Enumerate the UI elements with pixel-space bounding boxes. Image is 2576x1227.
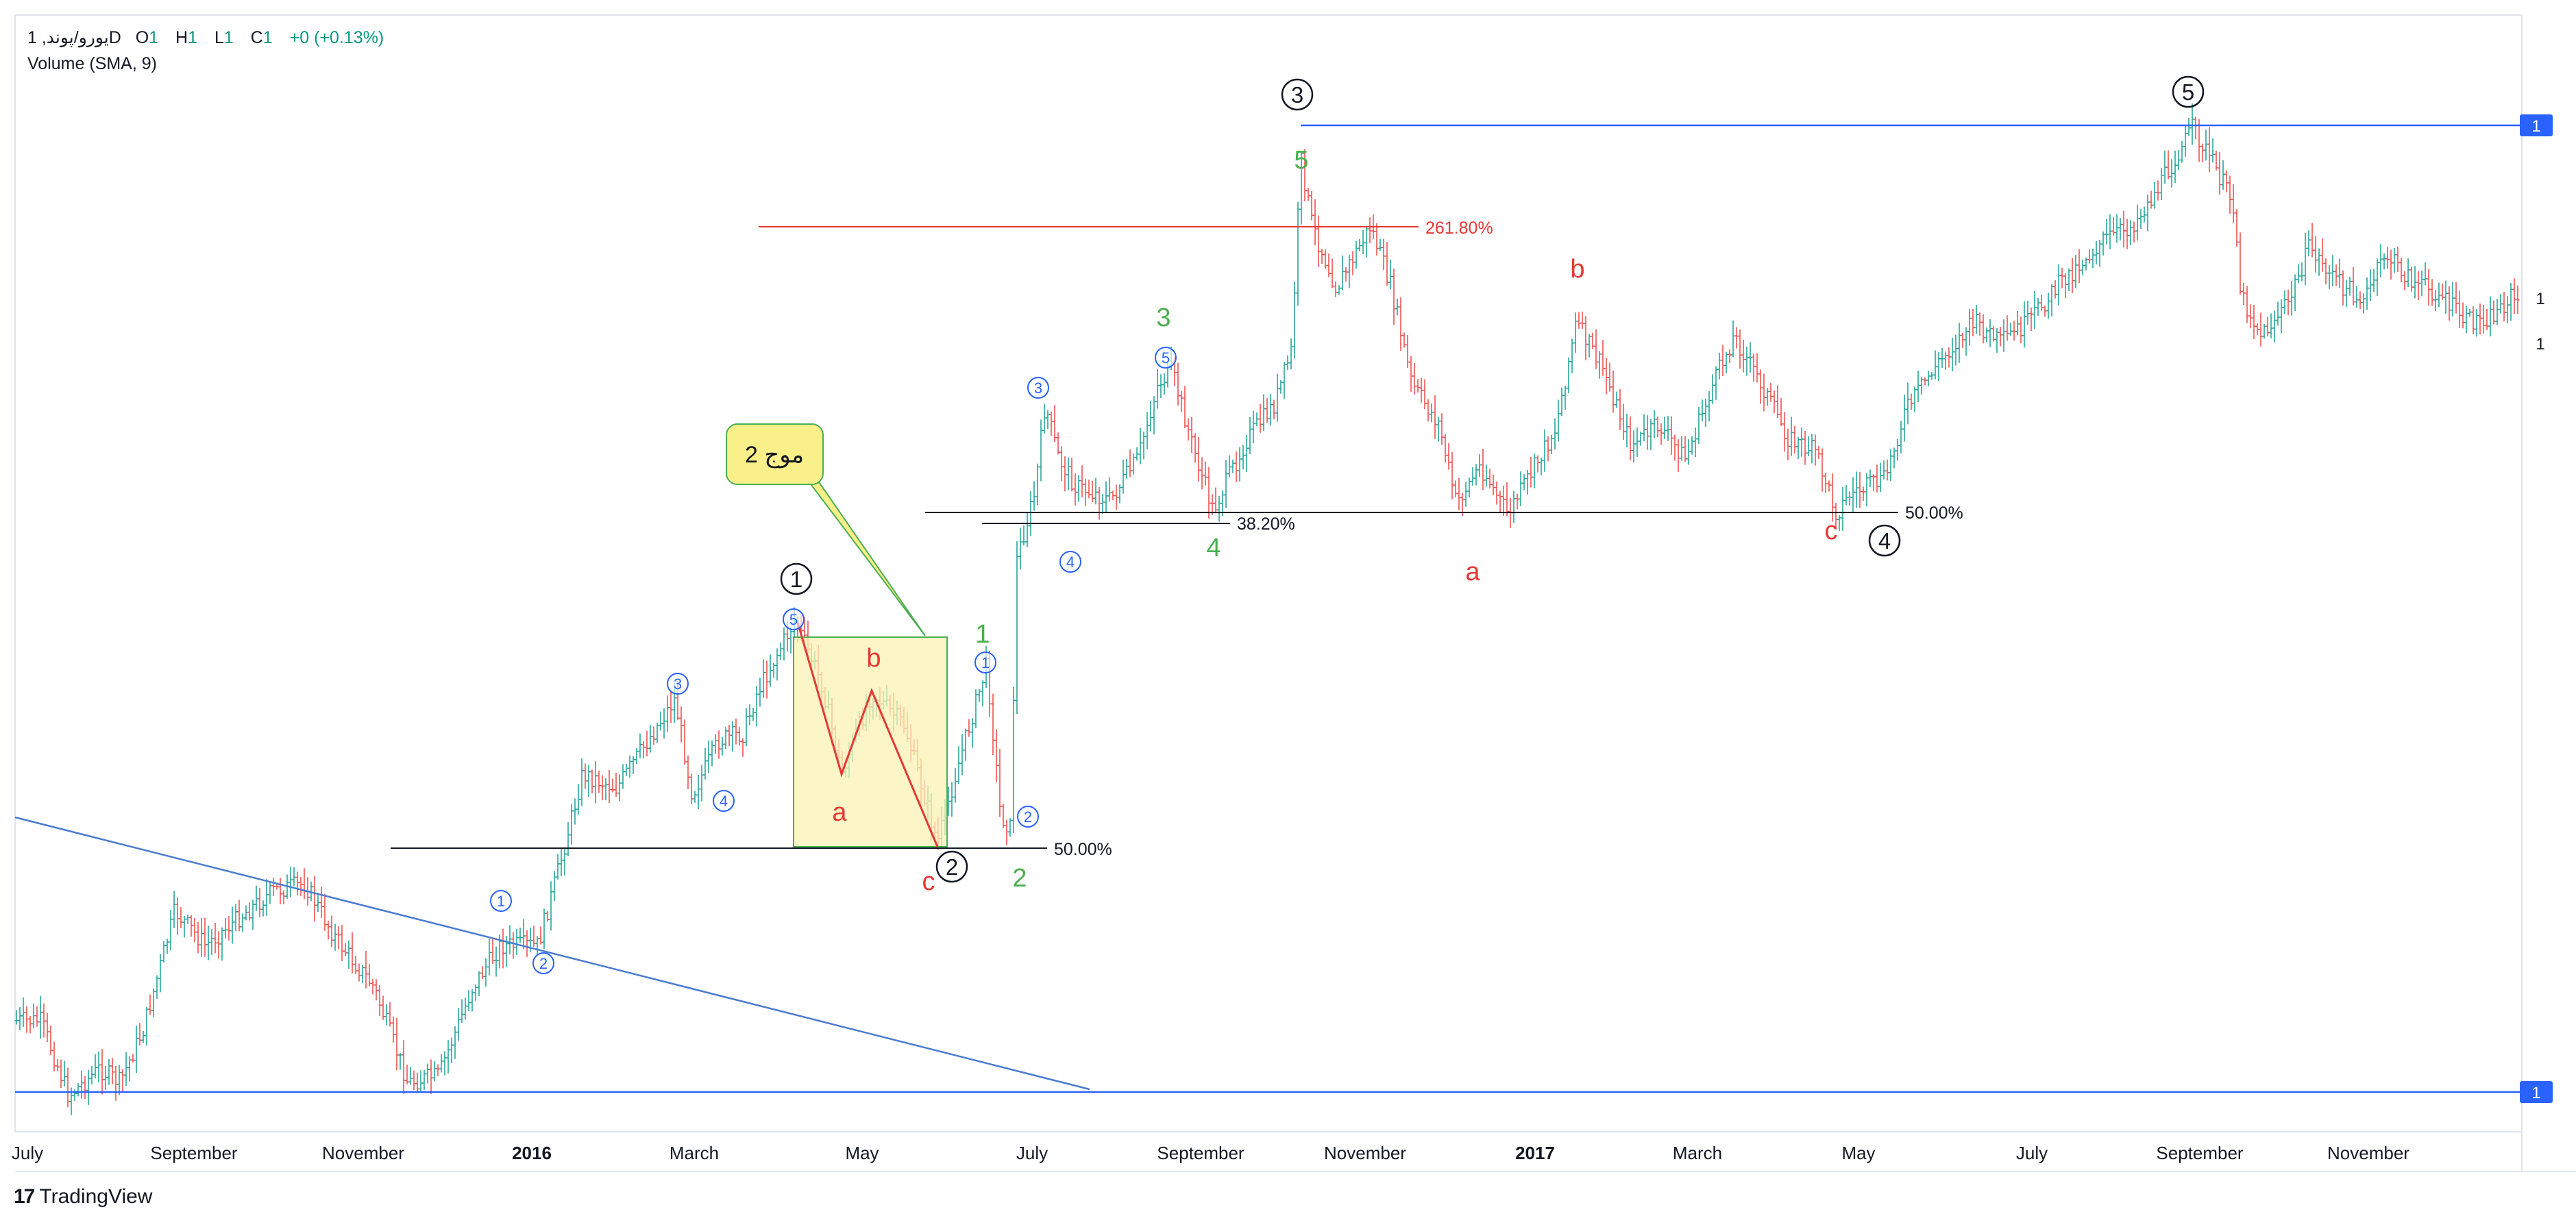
minor-wave-labels: 1 2 3 4 5 1 2 3 4 5 xyxy=(490,347,1177,974)
wave-label-green: 3 xyxy=(1156,303,1170,332)
time-tick-label: May xyxy=(1841,1143,1875,1163)
open-value: 1 xyxy=(149,28,159,47)
price-label-bottom-box xyxy=(2520,1081,2553,1103)
minor-wave-circle xyxy=(1155,347,1177,369)
callout-box[interactable] xyxy=(726,423,824,485)
wave-label-red: a xyxy=(832,798,847,827)
high-label: H xyxy=(175,28,188,47)
price-label-top: 1 xyxy=(2531,117,2540,136)
wave-label-green: 5 xyxy=(1294,146,1308,175)
callout-pointer xyxy=(805,478,926,636)
major-wave-labels: 1 2 3 4 5 xyxy=(780,75,2205,883)
minor-wave-circle xyxy=(713,790,735,812)
major-wave-circle xyxy=(935,850,968,883)
wave2-zigzag[interactable] xyxy=(796,619,939,847)
wave-text-labels: 1 2 3 4 5 a b c a b c xyxy=(832,146,1837,896)
time-tick-label: November xyxy=(1324,1143,1406,1163)
close-value: 1 xyxy=(262,28,273,47)
time-tick-label: September xyxy=(2156,1143,2244,1163)
time-tick-label: July xyxy=(1016,1143,1048,1163)
minor-wave-label: 1 xyxy=(497,893,505,910)
tradingview-logo-icon: 17 xyxy=(14,1185,35,1208)
low-value: 1 xyxy=(223,28,234,47)
minor-wave-circle xyxy=(490,890,512,912)
wave-label-red: b xyxy=(1570,255,1584,284)
minor-wave-circle xyxy=(974,652,996,673)
minor-wave-label: 4 xyxy=(720,793,728,810)
trendline[interactable] xyxy=(14,816,1090,1091)
minor-wave-circle xyxy=(532,952,554,974)
minor-wave-label: 3 xyxy=(674,676,682,693)
time-tick-label: March xyxy=(670,1143,719,1163)
time-tick-label: 2016 xyxy=(512,1143,552,1163)
time-tick-label: November xyxy=(322,1143,404,1163)
change-value: +0 (+0.13%) xyxy=(289,28,384,47)
major-wave-label: 5 xyxy=(2182,79,2194,105)
major-wave-label: 2 xyxy=(946,854,958,880)
minor-wave-label: 2 xyxy=(539,955,548,972)
minor-wave-label: 4 xyxy=(1066,554,1075,571)
volume-indicator-label[interactable]: Volume (SMA, 9) xyxy=(27,54,157,73)
ohlc-row: یورو/پوند, 1D O1 H1 L1 C1 +0 (+0.13%) xyxy=(27,25,384,51)
minor-wave-circle xyxy=(783,608,805,630)
minor-wave-label: 5 xyxy=(789,611,798,628)
tradingview-name: TradingView xyxy=(39,1185,153,1208)
high-value: 1 xyxy=(188,28,198,47)
fib-38-label: 38.20% xyxy=(1237,515,1295,534)
time-tick-label: July xyxy=(12,1143,43,1163)
time-tick-label: 2017 xyxy=(1515,1143,1555,1163)
low-label: L xyxy=(214,28,224,47)
open-label: O xyxy=(135,28,149,47)
price-label-current-b: 1 xyxy=(2536,335,2544,354)
wave-label-red: b xyxy=(866,644,881,673)
minor-wave-circle xyxy=(1027,377,1049,399)
wave-label-red: c xyxy=(922,867,935,896)
time-tick-label: March xyxy=(1673,1143,1722,1163)
price-label-current-a: 1 xyxy=(2536,290,2544,308)
wave-label-red: c xyxy=(1825,517,1838,545)
minor-wave-circle xyxy=(1059,551,1081,573)
minor-wave-circle xyxy=(1017,806,1039,828)
fib-50-wave4-label: 50.00% xyxy=(1905,504,1963,523)
time-tick-label: September xyxy=(150,1143,238,1163)
time-tick-label: September xyxy=(1157,1143,1244,1163)
minor-wave-label: 5 xyxy=(1162,349,1170,367)
time-tick-label: November xyxy=(2327,1143,2409,1163)
price-label-bottom: 1 xyxy=(2531,1084,2540,1102)
major-wave-circle xyxy=(1868,524,1901,557)
close-label: C xyxy=(250,28,263,47)
minor-wave-label: 1 xyxy=(981,654,990,671)
price-bars xyxy=(14,103,2520,1115)
fib-261-label: 261.80% xyxy=(1425,219,1493,238)
time-tick-label: May xyxy=(845,1143,879,1163)
major-wave-label: 3 xyxy=(1291,82,1303,108)
major-wave-circle xyxy=(2172,75,2205,108)
symbol-label[interactable]: یورو/پوند, 1D xyxy=(27,28,121,47)
major-wave-circle xyxy=(1281,78,1314,111)
major-wave-label: 4 xyxy=(1878,528,1891,554)
wave2-highlight-box[interactable] xyxy=(793,636,948,847)
wave-label-green: 1 xyxy=(975,620,990,649)
major-wave-label: 1 xyxy=(790,567,802,592)
price-label-top-box xyxy=(2520,114,2553,136)
fib-50-wave2-label: 50.00% xyxy=(1054,840,1112,859)
minor-wave-label: 3 xyxy=(1034,380,1042,397)
time-tick-label: July xyxy=(2016,1143,2048,1163)
wave-label-red: a xyxy=(1465,558,1480,586)
wave-label-green: 4 xyxy=(1206,534,1220,562)
chart-legend: یورو/پوند, 1D O1 H1 L1 C1 +0 (+0.13%) Vo… xyxy=(27,25,384,77)
major-wave-circle xyxy=(780,562,813,595)
minor-wave-label: 2 xyxy=(1024,808,1032,826)
minor-wave-circle xyxy=(667,673,689,695)
wave-label-green: 2 xyxy=(1012,864,1027,893)
callout-text: موج 2 xyxy=(745,442,804,469)
tradingview-brand[interactable]: 17 TradingView xyxy=(14,1185,152,1209)
time-axis[interactable]: July September November 2016 March May July Sep… xyxy=(12,1143,2409,1163)
